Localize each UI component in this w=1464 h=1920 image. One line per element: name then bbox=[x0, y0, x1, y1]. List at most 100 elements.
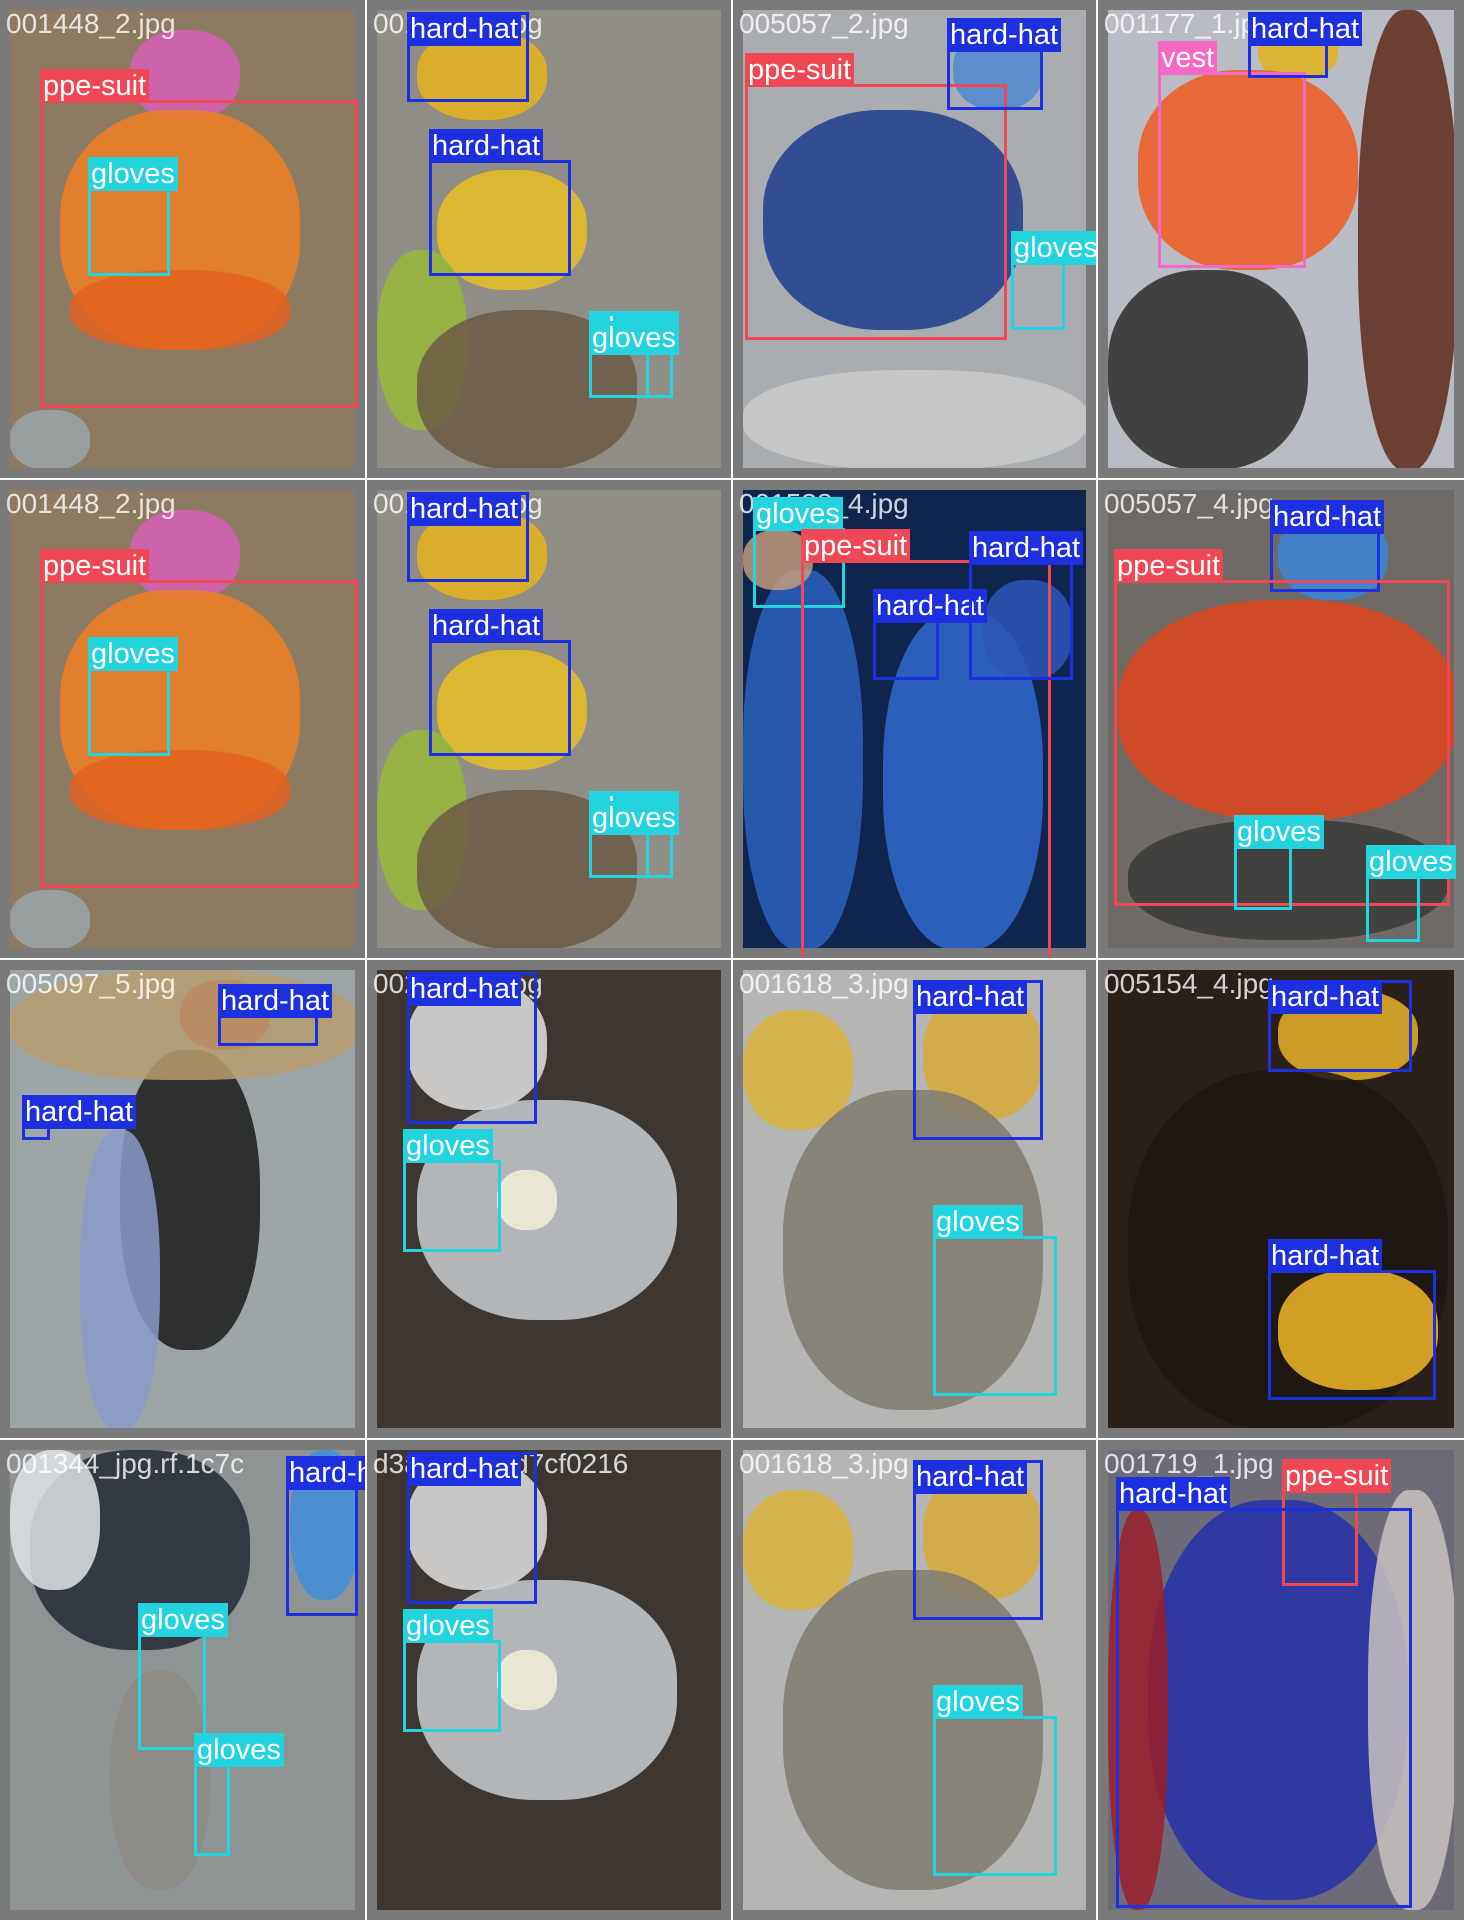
hard-hat-detection-box: hard-hat bbox=[429, 609, 571, 756]
hard-hat-label: hard-hat bbox=[1268, 1239, 1383, 1273]
photo-region bbox=[743, 1010, 853, 1130]
image-tile: 005057_4.jpg hard-hat ppe-suit gloves gloves bbox=[1098, 480, 1464, 958]
hard-hat-detection-box: hard-hat bbox=[913, 980, 1043, 1140]
image-tile: 001177_1.jpg vest hard-hat bbox=[1098, 0, 1464, 478]
photo-region bbox=[497, 1170, 557, 1230]
hard-hat-label: hard-hat bbox=[1268, 980, 1383, 1014]
photo-region bbox=[437, 650, 587, 770]
hard-hat-detection-box: hard-hat bbox=[873, 589, 988, 680]
tile-filename: 001177_1.jpg bbox=[1104, 8, 1272, 39]
hard-hat-detection-box: hard-hat bbox=[913, 1460, 1043, 1620]
hard-hat-detection-box: hard-hat bbox=[286, 1456, 365, 1616]
hard-hat-detection-box: hard-hat bbox=[1268, 980, 1412, 1072]
hard-hat-label: hard-hat bbox=[913, 980, 1028, 1014]
photo-region bbox=[70, 750, 290, 830]
hard-hat-detection-box: hard-hat bbox=[407, 972, 537, 1124]
ppe-suit-detection-box: ppe-suit bbox=[745, 53, 1007, 340]
gloves-detection-box: gloves bbox=[403, 1609, 501, 1732]
tile-filename: 001448_2.jpg bbox=[6, 8, 176, 39]
gloves-detection-box: gloves bbox=[753, 497, 845, 608]
vest-detection-box: vest bbox=[1158, 41, 1306, 268]
tile-photo bbox=[377, 490, 721, 948]
ppe-suit-label: ppe-suit bbox=[801, 529, 911, 563]
hard-hat-detection-box: hard-hat bbox=[947, 18, 1062, 110]
image-tile: 001448_2.jpg ppe-suit gloves bbox=[0, 0, 365, 478]
hard-hat-label: hard-hat bbox=[873, 589, 988, 623]
gloves-detection-box: gloves bbox=[1011, 231, 1096, 330]
hard-hat-detection-box: hard-hat bbox=[1116, 1477, 1412, 1908]
tile-photo bbox=[377, 970, 721, 1428]
tile-filename: 005097_5.jpg bbox=[6, 968, 176, 999]
ppe-suit-detection-box: ppe-suit bbox=[801, 529, 1051, 958]
gloves-detection-box: gloves bbox=[88, 157, 178, 276]
image-tile: 005057_2.jpg ppe-suit hard-hat gloves bbox=[733, 0, 1096, 478]
hard-hat-detection-box: hard-hat bbox=[1270, 500, 1385, 592]
photo-region bbox=[10, 1450, 100, 1590]
gloves-label: gloves bbox=[403, 1609, 493, 1643]
gloves-label: gloves bbox=[88, 637, 178, 671]
photo-region bbox=[743, 1490, 853, 1610]
tile-photo bbox=[377, 10, 721, 468]
hard-hat-label: hard-hat bbox=[913, 1460, 1028, 1494]
hard-hat-detection-box: hard-hat bbox=[218, 984, 333, 1046]
photo-region bbox=[763, 110, 1023, 330]
gloves-detection-box: gloves bbox=[589, 321, 679, 398]
ppe-suit-detection-box: ppe-suit bbox=[1282, 1459, 1392, 1586]
gloves-label: gloves bbox=[1011, 231, 1096, 265]
gloves-label: gloves bbox=[1234, 815, 1324, 849]
hard-hat-label: hard-hat bbox=[429, 129, 544, 163]
tile-filename: 005154_4.jpg bbox=[1104, 968, 1274, 999]
photo-region bbox=[10, 410, 90, 468]
ppe-suit-label: ppe-suit bbox=[40, 69, 150, 103]
hard-hat-detection-box: hard-hat bbox=[1268, 1239, 1436, 1400]
ppe-suit-detection-box: ppe-suit bbox=[1114, 549, 1450, 906]
gloves-label: gloves bbox=[138, 1603, 228, 1637]
tile-photo bbox=[10, 970, 355, 1428]
hard-hat-label: hard-hat bbox=[407, 492, 522, 526]
photo-region bbox=[10, 890, 90, 948]
gloves-detection-box: gloves bbox=[403, 1129, 501, 1252]
tile-photo bbox=[377, 1450, 721, 1910]
photo-region bbox=[983, 580, 1073, 680]
hard-hat-label: hard-hat bbox=[407, 972, 522, 1006]
photo-region bbox=[1278, 1270, 1438, 1390]
photo-region bbox=[783, 1090, 1043, 1410]
hard-hat-label: hard-hat bbox=[218, 984, 333, 1018]
tile-filename: 001719_1.jpg bbox=[1104, 1448, 1274, 1479]
tile-filename: 005057_2.jpg bbox=[739, 8, 909, 39]
image-tile: 001618_3.jpg hard-hat gloves bbox=[733, 1440, 1096, 1920]
gloves-detection-box: gloves bbox=[589, 801, 679, 878]
hard-hat-label: hard-hat bbox=[286, 1456, 365, 1490]
tile-filename: 001618_3.jpg bbox=[739, 1448, 909, 1479]
photo-region bbox=[1148, 1500, 1408, 1900]
hard-hat-label: hard-hat bbox=[969, 531, 1084, 565]
ppe-suit-label: ppe-suit bbox=[40, 549, 150, 583]
ppe-suit-label: ppe-suit bbox=[1282, 1459, 1392, 1493]
hard-hat-detection-box: hard-hat bbox=[407, 1452, 537, 1604]
image-tile: 001448_2.jpg ppe-suit gloves bbox=[0, 480, 365, 958]
gloves-label: gloves bbox=[933, 1685, 1023, 1719]
tile-filename: 005057_4.jpg bbox=[1104, 488, 1274, 519]
gloves-detection-box: gloves bbox=[933, 1205, 1057, 1396]
ppe-suit-detection-box: ppe-suit bbox=[40, 549, 358, 888]
photo-region bbox=[1108, 270, 1308, 468]
image-tile: 001618_3.jpg hard-hat gloves bbox=[733, 960, 1096, 1438]
ppe-suit-label: ppe-suit bbox=[745, 53, 855, 87]
hard-hat-detection-box: hard-hat bbox=[22, 1095, 137, 1140]
vest-label: vest bbox=[1158, 41, 1218, 75]
photo-region bbox=[80, 1130, 160, 1428]
tile-filename: 001448_2.jpg bbox=[6, 488, 176, 519]
ppe-suit-label: ppe-suit bbox=[1114, 549, 1224, 583]
image-tile: 001719_1.jpg ppe-suit hard-hat bbox=[1098, 1440, 1464, 1920]
image-tile: 005154_4.jpg hard-hat hard-hat bbox=[1098, 960, 1464, 1438]
gloves-detection-box: gloves bbox=[194, 1733, 284, 1856]
gloves-detection-box: gloves bbox=[1234, 815, 1324, 910]
photo-region bbox=[110, 1670, 210, 1890]
hard-hat-label: hard-hat bbox=[429, 609, 544, 643]
gloves-label: gloves bbox=[194, 1733, 284, 1767]
gloves-detection-box: gloves bbox=[88, 637, 178, 756]
